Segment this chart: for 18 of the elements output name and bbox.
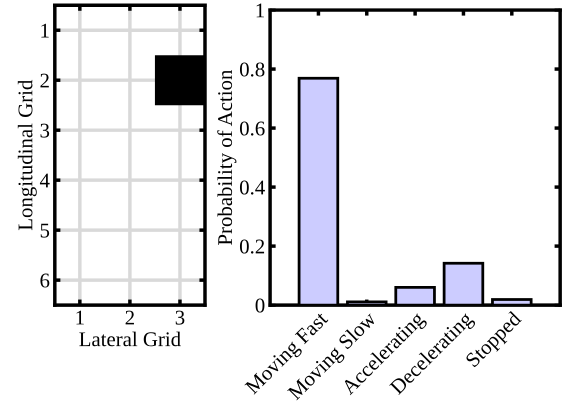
y-axis-title: Probability of Action (217, 70, 236, 245)
y-axis-title: Longitudinal Grid (18, 80, 37, 230)
y-tick-label: 0.8 (240, 62, 264, 77)
y-tick-label: 1 (256, 4, 264, 18)
x-tick-label: 1 (76, 310, 84, 324)
y-tick-label: 1 (41, 24, 49, 38)
y-tick-label: 0 (256, 298, 264, 313)
y-tick-label: 0.4 (240, 180, 265, 195)
y-tick-label: 3 (40, 124, 50, 138)
y-tick-label: 4 (40, 174, 50, 188)
x-axis-title: Lateral Grid (79, 332, 181, 346)
y-tick-label: 2 (40, 74, 49, 88)
y-tick-label: 6 (40, 274, 50, 288)
y-tick-label: 0.2 (240, 239, 264, 254)
x-tick-label: 2 (126, 310, 134, 324)
x-tick-label: 3 (176, 310, 184, 325)
y-tick-label: 5 (40, 224, 50, 238)
y-tick-label: 0.6 (240, 121, 265, 136)
